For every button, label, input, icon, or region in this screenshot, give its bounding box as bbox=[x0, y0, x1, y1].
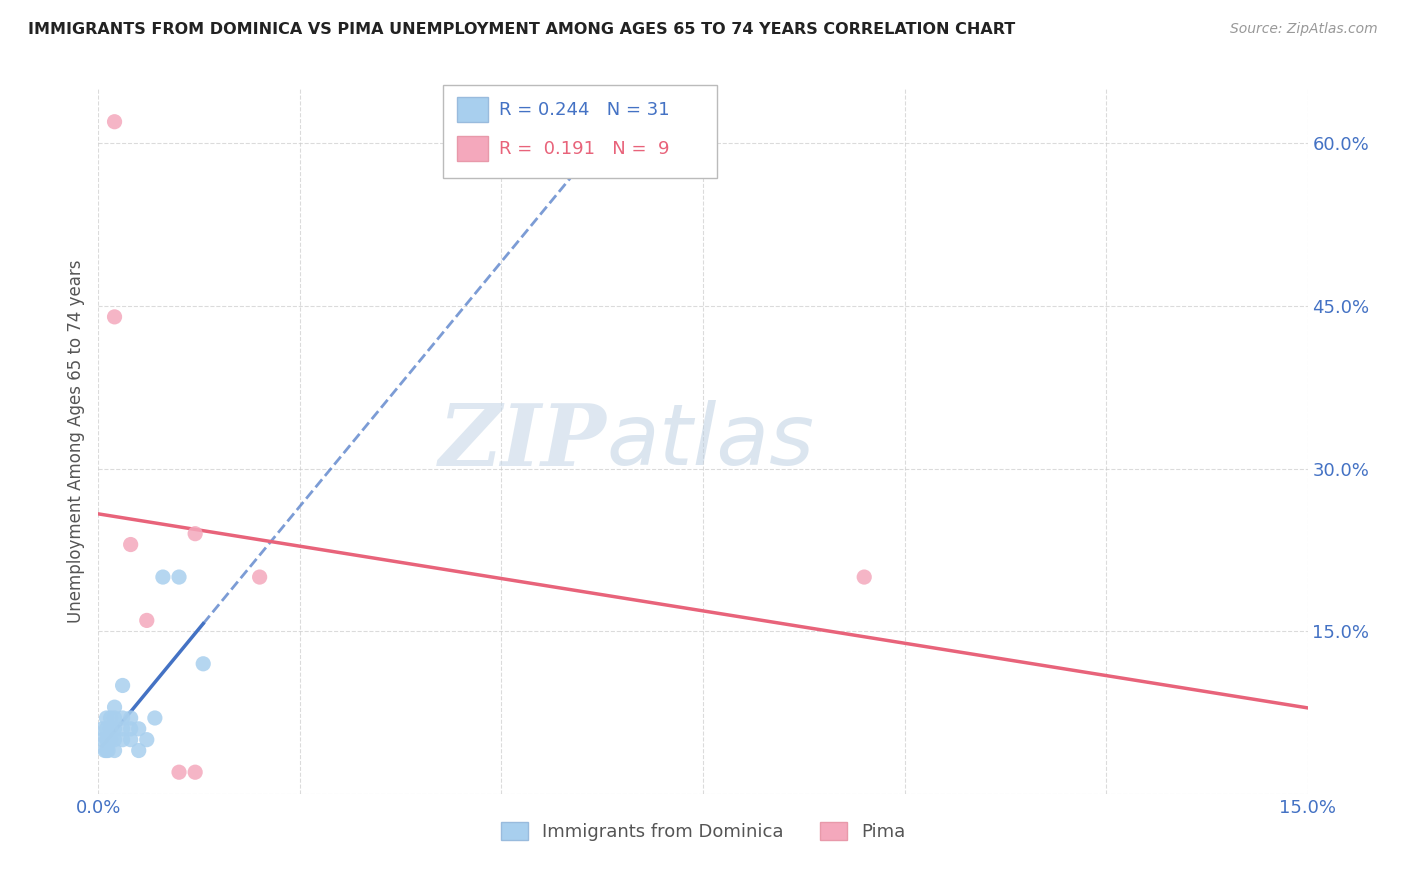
Text: ZIP: ZIP bbox=[439, 400, 606, 483]
Point bbox=[167, 570, 190, 584]
Point bbox=[184, 765, 207, 780]
Point bbox=[103, 114, 125, 128]
Point bbox=[111, 722, 134, 736]
Point bbox=[184, 526, 207, 541]
Point bbox=[97, 732, 120, 747]
Point bbox=[91, 732, 114, 747]
Text: atlas: atlas bbox=[606, 400, 814, 483]
Point bbox=[96, 722, 118, 736]
Point bbox=[193, 657, 215, 671]
Point bbox=[853, 570, 876, 584]
Point bbox=[103, 700, 125, 714]
Point bbox=[100, 732, 122, 747]
Point bbox=[100, 711, 122, 725]
Text: R = 0.244   N = 31: R = 0.244 N = 31 bbox=[499, 101, 669, 119]
Point bbox=[135, 732, 157, 747]
Point bbox=[128, 743, 150, 757]
Point bbox=[135, 614, 157, 628]
Point bbox=[128, 722, 150, 736]
Point bbox=[94, 743, 117, 757]
Point bbox=[249, 570, 271, 584]
Point bbox=[103, 711, 125, 725]
Point bbox=[120, 722, 142, 736]
Point bbox=[103, 743, 125, 757]
Point bbox=[152, 570, 174, 584]
Text: Source: ZipAtlas.com: Source: ZipAtlas.com bbox=[1230, 22, 1378, 37]
Point bbox=[111, 711, 134, 725]
Point bbox=[120, 711, 142, 725]
Point bbox=[96, 711, 118, 725]
Legend: Immigrants from Dominica, Pima: Immigrants from Dominica, Pima bbox=[494, 814, 912, 848]
Point bbox=[96, 732, 118, 747]
Point bbox=[111, 678, 134, 692]
Point bbox=[143, 711, 166, 725]
Text: R =  0.191   N =  9: R = 0.191 N = 9 bbox=[499, 140, 669, 158]
Point bbox=[120, 537, 142, 551]
Point bbox=[97, 743, 120, 757]
Text: IMMIGRANTS FROM DOMINICA VS PIMA UNEMPLOYMENT AMONG AGES 65 TO 74 YEARS CORRELAT: IMMIGRANTS FROM DOMINICA VS PIMA UNEMPLO… bbox=[28, 22, 1015, 37]
Y-axis label: Unemployment Among Ages 65 to 74 years: Unemployment Among Ages 65 to 74 years bbox=[66, 260, 84, 624]
Point bbox=[103, 310, 125, 324]
Point bbox=[111, 732, 134, 747]
Point bbox=[100, 722, 122, 736]
Point bbox=[96, 743, 118, 757]
Point bbox=[103, 732, 125, 747]
Point bbox=[103, 722, 125, 736]
Point bbox=[91, 722, 114, 736]
Point bbox=[167, 765, 190, 780]
Point bbox=[120, 732, 142, 747]
